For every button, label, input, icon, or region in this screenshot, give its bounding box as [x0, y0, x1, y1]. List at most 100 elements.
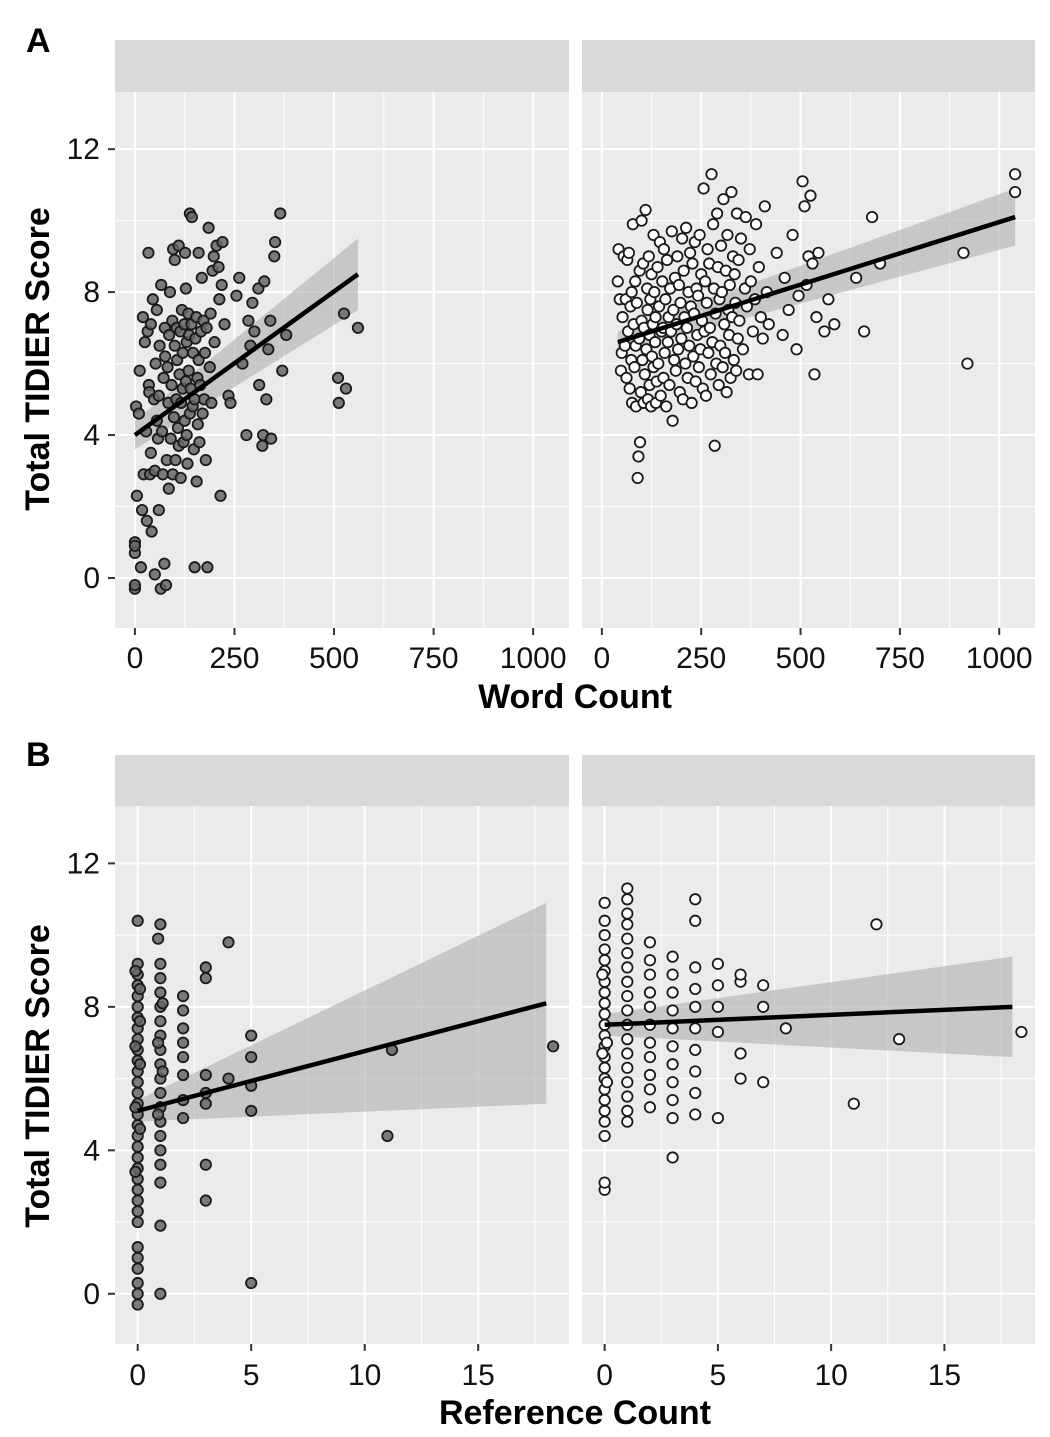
- panel-a-exp-point: [628, 361, 641, 374]
- panel-b-exp-point: [598, 1094, 611, 1107]
- panel-a-ctrl-point: [163, 286, 177, 299]
- panel-b-ctrl-point: [133, 1015, 147, 1028]
- panel-b-ctrl-point: [131, 1086, 144, 1100]
- panel-a-exp-point: [736, 343, 750, 356]
- panel-a-facet-exp: [582, 92, 1035, 628]
- panel-b-ctrl-point: [131, 1183, 144, 1196]
- panel-b-exp-point: [689, 961, 702, 974]
- panel-b-exp-point: [643, 936, 657, 949]
- panel-a-ctrl-point: [145, 525, 158, 538]
- panel-a-exp-point: [666, 414, 679, 427]
- panel-a-ctrl-point: [130, 489, 144, 502]
- panel-b-exp-point: [666, 1058, 679, 1071]
- panel-b-ctrl-point: [245, 1050, 258, 1064]
- panel-a-exp-point: [751, 368, 764, 381]
- panel-b-exp-point: [598, 986, 611, 999]
- panel-a-exp-point: [718, 346, 732, 359]
- panel-b-exp-point: [689, 1065, 702, 1078]
- panel-a-ctrl-point: [242, 314, 255, 327]
- panel-b-ctrl-point: [547, 1040, 560, 1053]
- panel-a-exp-point: [611, 275, 624, 288]
- panel-a-exp-point: [648, 286, 661, 299]
- panel-b-exp-point: [689, 1086, 702, 1100]
- panel-a-y-tick-label: 4: [83, 419, 100, 452]
- panel-a-ctrl-point: [190, 475, 203, 488]
- panel-a-ctrl-point: [274, 207, 287, 220]
- panel-a-ctrl-x-tick-label: 500: [309, 642, 359, 675]
- panel-a-exp-point: [733, 314, 746, 327]
- panel-a-exp-point: [704, 368, 717, 381]
- panel-b-ctrl-point: [199, 1068, 212, 1082]
- panel-b-exp-point: [666, 1111, 679, 1125]
- panel-b-ctrl-point: [156, 997, 169, 1010]
- panel-a-ctrl-point: [158, 557, 171, 570]
- panel-a-exp-point: [743, 243, 756, 256]
- panel-b-exp-point: [892, 1033, 906, 1046]
- panel-a-exp-point: [623, 382, 636, 395]
- panel-a-exp-point: [754, 311, 767, 324]
- panel-a-exp-point: [635, 214, 648, 227]
- panel-a-ctrl-point: [213, 293, 226, 306]
- panel-b-exp-point: [734, 1072, 747, 1085]
- panel-a-ctrl-point: [193, 436, 206, 449]
- panel-a-ctrl-point: [195, 271, 208, 284]
- panel-a-exp-point: [804, 189, 817, 202]
- panel-b-exp-point: [598, 1176, 611, 1189]
- panel-b-exp-point: [621, 918, 634, 931]
- panel-a-exp-point: [639, 203, 652, 217]
- panel-a-ctrl-x-tick-label: 250: [209, 642, 259, 675]
- panel-b-ctrl-x-tick-label: 15: [462, 1359, 495, 1392]
- panel-a-ctrl-point: [168, 253, 181, 267]
- panel-b-ctrl-point: [245, 1029, 258, 1042]
- panel-a-ctrl-point: [202, 221, 215, 234]
- panel-b-exp-point: [621, 882, 634, 895]
- panel-a-exp-point: [1009, 185, 1022, 199]
- panel-a-ctrl-point: [276, 364, 289, 377]
- panel-a-ctrl-point: [331, 371, 345, 384]
- panel-a-exp-point: [652, 357, 665, 370]
- panel-a-exp-point: [702, 346, 715, 359]
- panel-b-exp-point: [666, 1040, 679, 1053]
- panel-b-ctrl-point: [154, 957, 167, 970]
- panel-b-exp-point: [689, 1043, 702, 1056]
- panel-a-ctrl-point: [148, 568, 161, 581]
- panel-b-ctrl-point: [154, 1287, 167, 1300]
- panel-a-exp-point: [660, 253, 674, 267]
- panel-b-exp-background: [582, 806, 1035, 1344]
- panel-b-y-tick-label: 8: [83, 991, 100, 1024]
- panel-a-exp-point: [786, 228, 799, 242]
- panel-b-ctrl-strip: [115, 755, 569, 806]
- panel-b-ctrl-ci-band: [137, 902, 547, 1122]
- panel-b-exp-point: [596, 1047, 609, 1060]
- panel-b-exp-point: [598, 914, 611, 927]
- panel-a-exp-point: [685, 396, 698, 409]
- panel-a-ctrl-point: [134, 561, 147, 574]
- panel-b-ctrl-point: [222, 936, 235, 949]
- panel-a-ctrl-point: [230, 289, 243, 302]
- panel-a-ctrl-point: [155, 278, 168, 292]
- panel-a-exp-point: [656, 275, 669, 288]
- panel-b-exp-point: [711, 1000, 725, 1013]
- panel-b-exp-fit-line: [604, 1004, 1013, 1028]
- panel-a-ctrl-point: [161, 361, 174, 374]
- panel-a-exp-point: [749, 218, 763, 231]
- panel-b-ctrl-point: [152, 1108, 165, 1121]
- panel-a-exp-point: [676, 232, 689, 245]
- panel-a-exp-point: [649, 311, 662, 324]
- panel-b-exp-point: [757, 979, 770, 992]
- panel-b-ctrl-point: [131, 1000, 144, 1013]
- panel-b-exp-point: [666, 1076, 679, 1089]
- panel-b-exp-point: [689, 893, 702, 906]
- panel-a-exp-point: [620, 371, 633, 384]
- panel-b-ctrl-point: [177, 1036, 190, 1049]
- panel-a-exp-point: [790, 343, 803, 356]
- panel-a-y-tick-label: 8: [83, 276, 100, 309]
- panel-b-exp-point: [598, 1104, 611, 1117]
- panel-a-letter: A: [26, 22, 51, 60]
- panel-b-exp-point: [689, 1108, 702, 1121]
- panel-b-exp-point: [643, 1083, 657, 1096]
- panel-a-y-tick-label: 0: [83, 562, 100, 595]
- panel-a-exp-fit-line: [617, 214, 1016, 345]
- panel-b-exp-point: [643, 954, 657, 967]
- panel-a-exp-point: [734, 232, 748, 245]
